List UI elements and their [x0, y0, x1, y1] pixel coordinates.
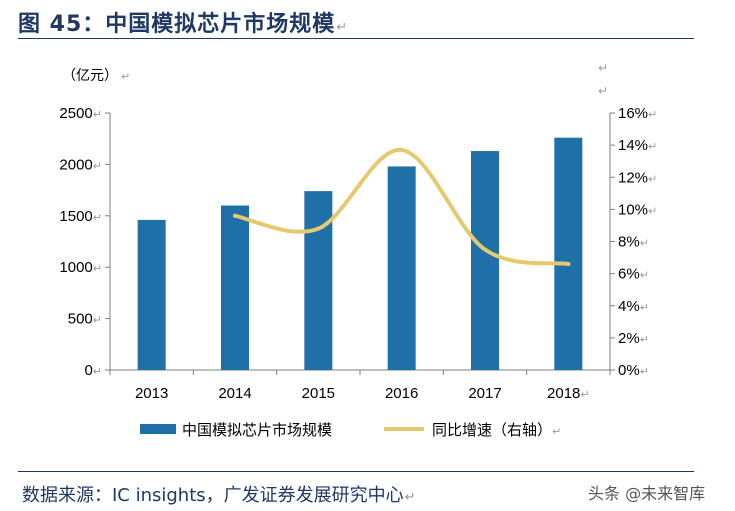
- left-axis-tick-label: 0↵: [84, 362, 102, 379]
- x-tick-label-2017: 2017: [468, 385, 501, 402]
- bar-2014: [221, 205, 249, 370]
- x-tick-label-2015: 2015: [302, 385, 335, 402]
- growth-rate-point: [316, 226, 321, 231]
- bar-2013: [137, 219, 166, 370]
- right-axis-tick-label: 0%↵: [618, 362, 649, 379]
- legend-bar-label: 中国模拟芯片市场规模: [182, 422, 332, 439]
- right-axis-tick-label: 10%↵: [618, 201, 657, 218]
- legend-bar-swatch: [140, 424, 176, 434]
- bar-2017: [471, 151, 499, 370]
- right-axis-tick-label: 6%↵: [618, 266, 649, 283]
- growth-rate-point: [566, 261, 571, 266]
- left-axis-tick-label: 500↵: [68, 311, 102, 328]
- left-axis-tick-label: 1500↵: [59, 208, 102, 225]
- x-tick-label-2018: 2018↵: [547, 385, 590, 402]
- right-axis-tick-label: 12%↵: [618, 169, 657, 186]
- watermark: 头条 @未来智库: [588, 484, 706, 503]
- left-axis-unit: （亿元） ↵: [62, 67, 130, 83]
- paragraph-mark: ↵: [598, 61, 608, 75]
- footer-rule: [18, 471, 694, 472]
- left-axis-tick-label: 2500↵: [59, 105, 102, 122]
- x-tick-label-2013: 2013: [135, 385, 168, 402]
- x-tick-label-2014: 2014: [218, 385, 251, 402]
- bar-2016: [387, 166, 416, 370]
- growth-rate-point: [483, 247, 487, 252]
- right-axis-tick-label: 8%↵: [618, 234, 649, 251]
- source-note: 数据来源：IC insights，广发证券发展研究中心↵: [22, 485, 416, 506]
- title-rule: [18, 38, 694, 39]
- growth-rate-point: [233, 213, 237, 218]
- right-axis-tick-label: 4%↵: [618, 298, 649, 315]
- figure-title: 图 45：中国模拟芯片市场规模↵: [18, 12, 349, 37]
- left-axis-tick-label: 1000↵: [59, 259, 102, 276]
- x-tick-label-2016: 2016: [385, 385, 418, 402]
- analog-chip-market-chart: （亿元） ↵ ↵ ↵ 0↵ 500↵ 1000↵ 1500↵ 2000↵ 2500↵ 0%↵ 2%↵…: [59, 61, 657, 439]
- right-axis-tick-label: 2%↵: [618, 330, 649, 347]
- right-axis-tick-label: 16%↵: [618, 105, 657, 122]
- growth-rate-point: [399, 147, 404, 152]
- bar-2015: [304, 191, 333, 370]
- right-axis-tick-label: 14%↵: [618, 137, 657, 154]
- legend-line-label: 同比增速（右轴）↵: [432, 422, 561, 439]
- paragraph-mark: ↵: [598, 84, 608, 98]
- left-axis-tick-label: 2000↵: [59, 156, 102, 173]
- bar-2018: [554, 137, 583, 370]
